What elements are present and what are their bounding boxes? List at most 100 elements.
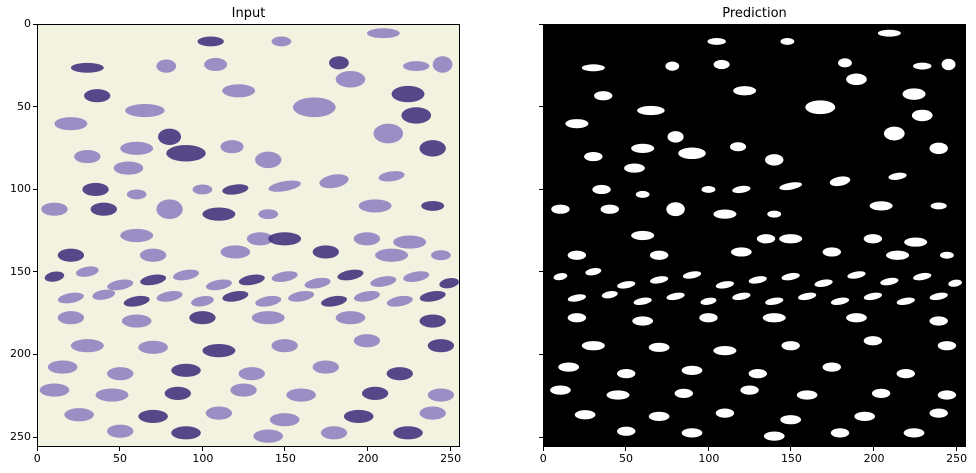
- mask-blob: [592, 184, 611, 195]
- nucleus: [391, 85, 425, 103]
- nucleus: [386, 367, 413, 381]
- nucleus: [41, 202, 68, 216]
- nucleus: [164, 386, 191, 400]
- nucleus: [220, 245, 251, 259]
- mask-blob: [781, 341, 800, 351]
- nucleus: [292, 97, 336, 118]
- prediction-mask: [544, 25, 965, 446]
- mask-blob: [929, 408, 948, 418]
- nucleus: [138, 409, 168, 423]
- nucleus: [375, 248, 409, 262]
- mask-blob: [729, 142, 747, 152]
- mask-blob: [765, 297, 784, 306]
- mask-background: [544, 25, 965, 446]
- mask-blob: [940, 251, 954, 259]
- mask-blob: [896, 369, 916, 379]
- mask-blob: [937, 341, 957, 351]
- nucleus: [337, 269, 364, 281]
- y-tickmark: [33, 106, 37, 108]
- x-tick-label: 50: [619, 452, 634, 465]
- nucleus: [353, 232, 381, 246]
- x-tickmark: [872, 447, 874, 451]
- mask-blob: [567, 313, 587, 323]
- mask-blob: [567, 250, 587, 260]
- nucleus: [246, 232, 274, 246]
- nucleus: [251, 311, 285, 325]
- nucleus: [82, 182, 109, 197]
- mask-blob: [929, 316, 948, 326]
- y-tickmark: [539, 106, 543, 108]
- mask-blob: [667, 131, 684, 143]
- mask-blob: [617, 426, 636, 436]
- mask-blob: [637, 105, 665, 116]
- nucleus: [126, 189, 147, 200]
- x-tick-label: 150: [780, 452, 802, 465]
- nucleus: [386, 295, 413, 307]
- nucleus: [268, 232, 302, 246]
- nucleus: [120, 141, 154, 155]
- mask-blob: [601, 291, 618, 299]
- x-tickmark: [119, 447, 121, 451]
- mask-blob: [648, 411, 670, 422]
- mask-blob: [847, 271, 866, 279]
- nucleus: [123, 295, 150, 307]
- y-tickmark: [539, 436, 543, 438]
- x-tick-label: 0: [33, 452, 41, 465]
- mask-blob: [796, 390, 818, 400]
- nucleus: [366, 28, 400, 39]
- mask-blob: [631, 143, 655, 153]
- nucleus: [431, 250, 451, 261]
- nucleus: [121, 314, 152, 328]
- nucleus: [57, 292, 84, 304]
- nucleus: [419, 290, 446, 302]
- nucleus: [427, 388, 455, 402]
- nucleus: [173, 269, 199, 281]
- mask-blob: [740, 385, 759, 395]
- nucleus: [64, 408, 94, 422]
- mask-blob: [617, 281, 636, 289]
- mask-blob: [558, 362, 580, 372]
- y-tickmark: [539, 188, 543, 190]
- nucleus: [335, 311, 366, 325]
- nucleus: [312, 245, 339, 259]
- mask-blob: [713, 59, 730, 70]
- mask-blob: [681, 428, 703, 438]
- nucleus: [156, 290, 183, 302]
- mask-blob: [902, 88, 926, 100]
- nucleus: [361, 386, 389, 400]
- mask-blob: [600, 204, 619, 214]
- prediction-title: Prediction: [722, 6, 787, 21]
- nucleus: [286, 388, 316, 402]
- nucleus: [75, 266, 99, 277]
- x-tickmark: [36, 447, 38, 451]
- mask-blob: [913, 272, 932, 281]
- mask-blob: [593, 91, 613, 101]
- mask-blob: [762, 313, 786, 323]
- y-tickmark: [33, 271, 37, 273]
- nucleus: [107, 424, 134, 438]
- mask-blob: [888, 172, 907, 180]
- x-tickmark: [707, 447, 709, 451]
- mask-blob: [930, 202, 947, 210]
- x-tick-label: 50: [113, 452, 128, 465]
- mask-blob: [617, 369, 636, 379]
- nucleus: [353, 290, 380, 302]
- mask-blob: [929, 142, 948, 155]
- nucleus: [439, 278, 459, 289]
- nucleus: [107, 279, 134, 291]
- nucleus: [258, 209, 279, 220]
- mask-blob: [674, 388, 693, 398]
- mask-blob: [779, 182, 803, 191]
- mask-blob: [550, 385, 571, 395]
- nucleus: [271, 271, 298, 282]
- mask-blob: [715, 408, 735, 418]
- mask-blob: [733, 86, 757, 96]
- mask-blob: [581, 64, 605, 72]
- mask-blob: [941, 58, 956, 71]
- nucleus: [255, 151, 282, 169]
- nucleus: [373, 123, 404, 144]
- mask-blob: [846, 313, 867, 323]
- y-tickmark: [33, 23, 37, 25]
- nucleus: [189, 311, 216, 325]
- nucleus: [403, 271, 430, 282]
